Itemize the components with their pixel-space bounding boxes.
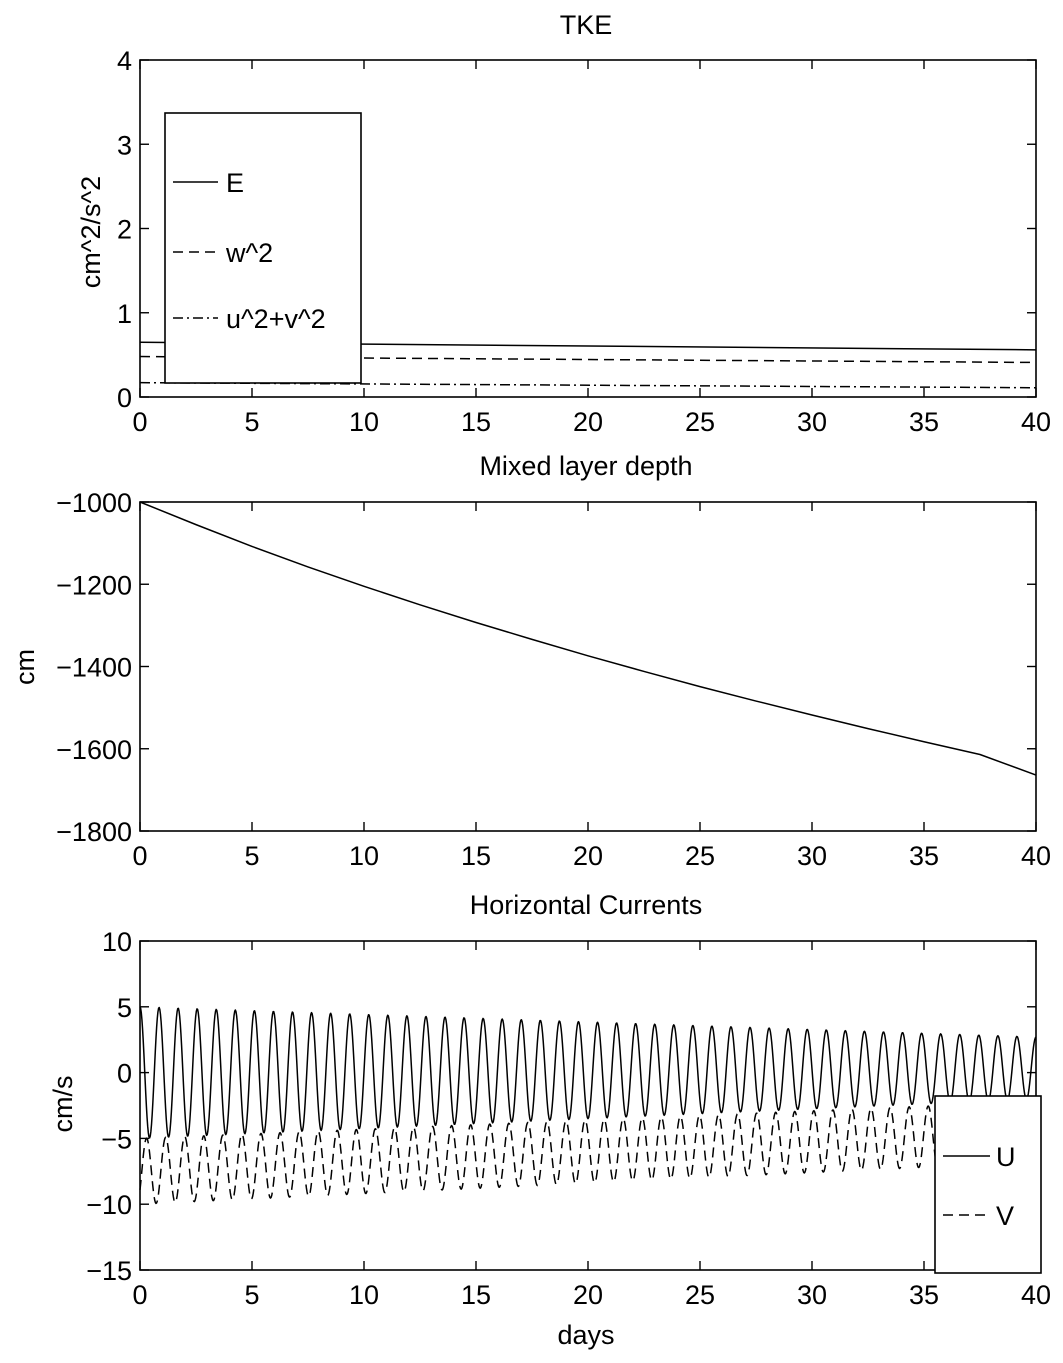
mld-title: Mixed layer depth xyxy=(479,451,692,481)
currents-ytick-label: 0 xyxy=(117,1059,132,1089)
mld-xtick-label: 20 xyxy=(573,841,603,871)
tke-legend-label-e: E xyxy=(226,168,244,198)
currents-xtick-label: 35 xyxy=(909,1280,939,1310)
tke-xtick-label: 35 xyxy=(909,407,939,437)
currents-xtick-label: 25 xyxy=(685,1280,715,1310)
tke-ytick-label: 1 xyxy=(117,299,132,329)
mld-xtick-label: 10 xyxy=(349,841,379,871)
currents-xlabel: days xyxy=(557,1320,614,1350)
mld-ytick-label: −1400 xyxy=(56,653,132,683)
mld-xtick-label: 30 xyxy=(797,841,827,871)
mld-xtick-label: 25 xyxy=(685,841,715,871)
currents-ytick-label: −5 xyxy=(101,1124,132,1154)
mld-ytick-label: −1000 xyxy=(56,488,132,518)
tke-ytick-label: 4 xyxy=(117,46,132,76)
tke-ytick-label: 0 xyxy=(117,383,132,413)
mld-xtick-label: 35 xyxy=(909,841,939,871)
tke-xtick-label: 15 xyxy=(461,407,491,437)
mld-ytick-label: −1600 xyxy=(56,735,132,765)
currents-xtick-label: 10 xyxy=(349,1280,379,1310)
mld-ytick-label: −1800 xyxy=(56,817,132,847)
tke-title: TKE xyxy=(560,10,613,40)
tke-legend-box xyxy=(164,112,362,384)
tke-xtick-label: 10 xyxy=(349,407,379,437)
tke-ytick-label: 3 xyxy=(117,130,132,160)
currents-ytick-label: 5 xyxy=(117,993,132,1023)
mld-series-0 xyxy=(139,501,1037,776)
mld-xtick-label: 0 xyxy=(132,841,147,871)
tke-xtick-label: 0 xyxy=(132,407,147,437)
tke-xtick-label: 20 xyxy=(573,407,603,437)
tke-xtick-label: 30 xyxy=(797,407,827,437)
currents-xtick-label: 20 xyxy=(573,1280,603,1310)
currents-legend-box xyxy=(934,1095,1042,1274)
currents-ytick-label: 10 xyxy=(102,927,132,957)
mld-plot-area: 0 5 10 15 20 25 30 35 40 −1800 −1600 −1400 −1200 −100… xyxy=(56,488,1051,871)
tke-ytick-label: 2 xyxy=(117,215,132,245)
currents-xtick-label: 0 xyxy=(132,1280,147,1310)
currents-plot-area: 0 5 10 15 20 25 30 35 40 −15 −10 −5 0 5 10 xyxy=(86,927,1051,1310)
mld-xtick-label: 40 xyxy=(1021,841,1051,871)
tke-legend: E w^2 u^2+v^2 xyxy=(164,112,362,384)
mld-axes-frame xyxy=(139,501,1037,832)
tke-axes-frame xyxy=(139,59,1037,398)
currents-panel: Horizontal Currents cm/s days 0 5 10 15 20 25… xyxy=(48,890,1051,1350)
currents-legend: U V xyxy=(934,1095,1042,1274)
currents-ytick-label: −10 xyxy=(86,1190,132,1220)
mld-ylabel: cm xyxy=(10,649,40,685)
tke-panel: TKE cm^2/s^2 0 5 10 15 20 25 30 35 40 0 1 2 3 4 E w^2… xyxy=(76,10,1051,437)
tke-xtick-label: 25 xyxy=(685,407,715,437)
tke-xtick-label: 40 xyxy=(1021,407,1051,437)
tke-plot-area: 0 5 10 15 20 25 30 35 40 0 1 2 3 4 xyxy=(117,46,1051,437)
currents-ytick-label: −15 xyxy=(86,1256,132,1286)
currents-xtick-label: 5 xyxy=(244,1280,259,1310)
currents-series-v xyxy=(139,1101,1037,1205)
tke-xtick-label: 5 xyxy=(244,407,259,437)
tke-legend-label-w2: w^2 xyxy=(225,238,273,268)
currents-series-u xyxy=(139,1006,1037,1139)
currents-legend-label-v: V xyxy=(996,1201,1014,1231)
tke-ylabel: cm^2/s^2 xyxy=(76,176,106,288)
mld-xtick-label: 15 xyxy=(461,841,491,871)
currents-legend-label-u: U xyxy=(996,1142,1016,1172)
currents-ylabel: cm/s xyxy=(48,1076,78,1133)
tke-legend-label-uv: u^2+v^2 xyxy=(226,304,326,334)
mld-panel: Mixed layer depth cm 0 5 10 15 20 25 30 35 40 −18… xyxy=(10,451,1051,871)
currents-xtick-label: 15 xyxy=(461,1280,491,1310)
currents-xtick-label: 30 xyxy=(797,1280,827,1310)
currents-title: Horizontal Currents xyxy=(470,890,703,920)
currents-xtick-label: 40 xyxy=(1021,1280,1051,1310)
mld-ytick-label: −1200 xyxy=(56,570,132,600)
mld-xtick-label: 5 xyxy=(244,841,259,871)
